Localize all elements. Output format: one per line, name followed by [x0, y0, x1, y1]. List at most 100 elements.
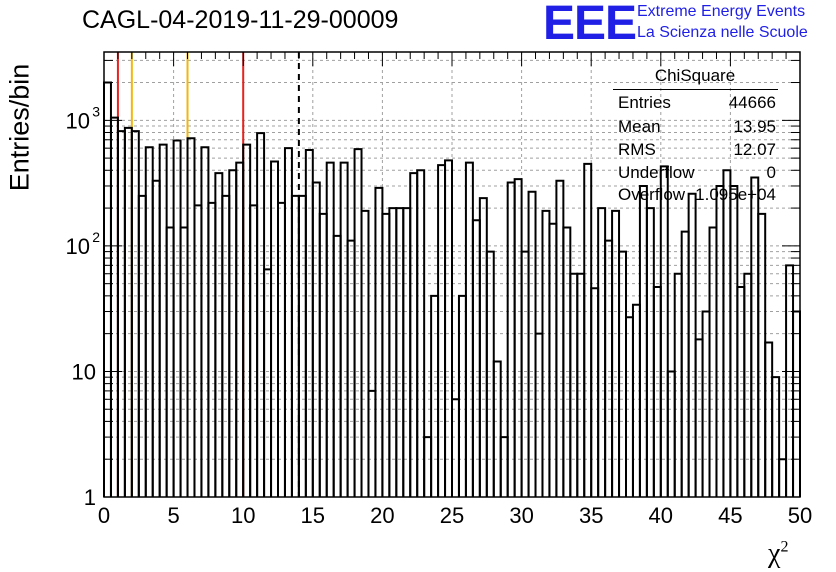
histogram-bin [611, 209, 621, 497]
stat-name: Overflow [618, 185, 686, 204]
histogram-bin [555, 179, 565, 497]
x-axis-label-sup: 2 [780, 538, 789, 556]
histogram-bin [743, 272, 753, 497]
histogram-bin [416, 169, 426, 497]
histogram-bin [381, 212, 391, 497]
eee-logo: EEE [543, 0, 637, 50]
x-tick-label: 50 [788, 503, 812, 528]
x-tick-label: 5 [167, 503, 179, 528]
histogram-bin [583, 162, 593, 497]
stats-box: ChiSquare Entries 44666 Mean 13.95 RMS 1… [611, 66, 781, 206]
x-tick-label: 45 [718, 503, 742, 528]
stat-name: RMS [618, 140, 656, 159]
x-tick-label: 0 [98, 503, 110, 528]
histogram-bin [548, 222, 558, 497]
histogram-bin [680, 230, 690, 497]
histogram-bin [430, 294, 440, 497]
histogram-bin [444, 159, 453, 497]
stat-row-underflow: Underflow 0 [618, 163, 778, 185]
histogram-bin [534, 332, 544, 497]
y-tick-label: 1 [84, 485, 96, 510]
histogram-bin [360, 209, 370, 497]
histogram-bin [339, 161, 349, 497]
histogram-bin [346, 239, 356, 497]
histogram-bin [492, 360, 502, 497]
histogram-bin [513, 178, 523, 497]
x-tick-label: 20 [370, 503, 394, 528]
histogram-bin [451, 398, 460, 497]
histogram-bin [604, 239, 614, 497]
x-axis-label-base: χ [768, 538, 781, 569]
histogram-bin [750, 176, 760, 497]
histogram-bin [659, 165, 669, 497]
histogram-bin [625, 316, 634, 497]
chart-title: CAGL-04-2019-11-29-00009 [82, 6, 399, 34]
x-tick-label: 25 [440, 503, 464, 528]
histogram-bin [256, 132, 266, 497]
stat-value: 1.095e+04 [695, 185, 776, 204]
histogram-bin [304, 149, 314, 497]
stat-row-rms: RMS 12.07 [618, 140, 778, 162]
stat-value: 0 [766, 163, 776, 182]
logo-line-2: La Scienza nelle Scuole [637, 24, 808, 41]
histogram-bin [771, 376, 781, 497]
histogram-bin [374, 186, 384, 497]
x-tick-label: 30 [509, 503, 533, 528]
y-axis-label: Entries/bin [4, 63, 35, 192]
stat-name: Entries [618, 93, 671, 112]
histogram-bin [757, 212, 767, 497]
histogram-bin [499, 436, 509, 497]
histogram-bin [471, 219, 481, 497]
histogram-bin [437, 164, 447, 497]
histogram-bin [701, 310, 711, 497]
histogram-bin [103, 81, 112, 497]
histogram-bin [172, 139, 182, 497]
histogram-bin [652, 286, 662, 497]
histogram-bin [214, 172, 224, 497]
x-tick-label: 40 [649, 503, 673, 528]
histogram-bin [764, 341, 774, 497]
x-tick-label: 15 [301, 503, 325, 528]
histogram-bin [318, 212, 328, 497]
histogram-bin [137, 194, 147, 497]
histogram-bin [687, 192, 697, 497]
histogram-bin [144, 146, 154, 497]
y-tick-label: 10 [66, 234, 90, 259]
histogram-bin [478, 197, 488, 497]
histogram-bin [638, 184, 648, 497]
histogram-bin [270, 160, 279, 497]
stat-row-entries: Entries 44666 [618, 93, 778, 115]
histogram-bin [109, 116, 119, 497]
histogram-bin [785, 264, 795, 497]
histogram-bin [151, 179, 161, 497]
histogram-bin [590, 287, 600, 497]
histogram-bin [618, 250, 627, 497]
stat-name: Underflow [618, 163, 695, 182]
histogram-bin [249, 204, 259, 497]
histogram-bin [729, 184, 739, 497]
histogram-bin [666, 370, 676, 497]
x-axis-label: χ2 [768, 538, 788, 570]
y-tick-exponent: 3 [92, 103, 100, 119]
histogram-bin [332, 234, 342, 497]
stat-row-mean: Mean 13.95 [618, 117, 778, 139]
histogram-bin [283, 147, 293, 497]
stat-value: 12.07 [733, 140, 776, 159]
y-tick-label: 10 [72, 359, 96, 384]
histogram-bin [715, 184, 725, 497]
histogram-bin [123, 126, 133, 497]
stats-divider [613, 89, 778, 90]
histogram-bin [576, 272, 586, 497]
histogram-bin [367, 389, 377, 497]
logo-line-1: Extreme Energy Events [637, 3, 806, 20]
stat-name: Mean [618, 117, 661, 136]
histogram-bin [290, 194, 300, 497]
histogram-bin [792, 310, 801, 497]
y-tick-label: 10 [66, 108, 90, 133]
histogram-bin [694, 338, 704, 497]
stat-value: 13.95 [733, 117, 776, 136]
histogram-bin [325, 161, 335, 497]
histogram-bin [527, 190, 537, 497]
stat-value: 44666 [728, 93, 776, 112]
